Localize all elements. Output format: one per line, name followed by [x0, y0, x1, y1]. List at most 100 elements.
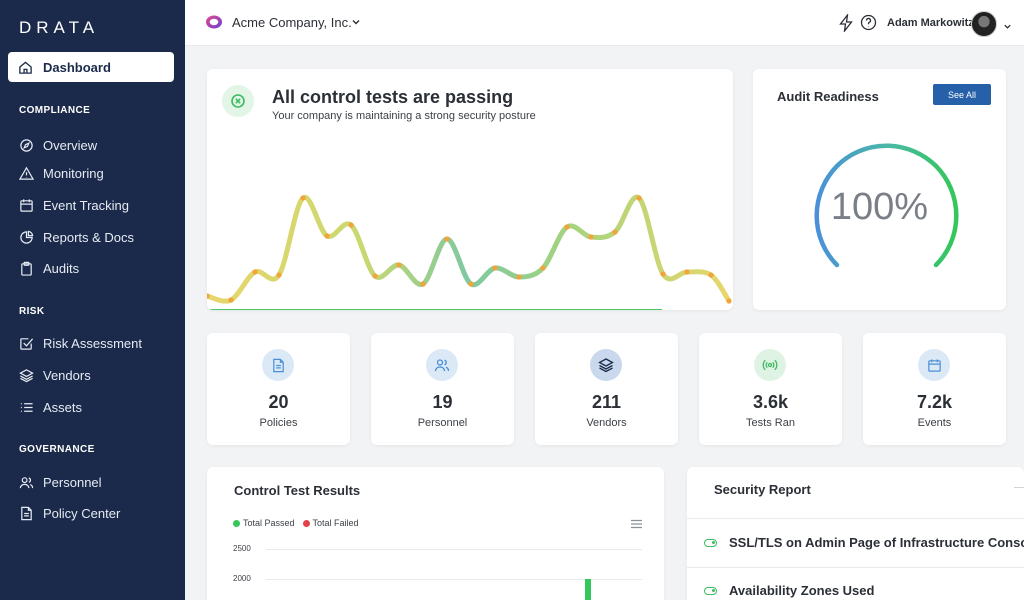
stat-card-personnel[interactable]: 19 Personnel	[371, 333, 514, 445]
trend-point	[540, 265, 546, 271]
gridline	[266, 549, 642, 550]
passed-dot	[233, 519, 240, 527]
stat-card-vendors[interactable]: 211 Vendors	[535, 333, 678, 445]
section-title-compliance: COMPLIANCE	[19, 105, 91, 116]
sidebar-item-label: Dashboard	[43, 59, 111, 75]
stat-card-events[interactable]: 7.2k Events	[863, 333, 1006, 445]
warning-icon	[18, 165, 34, 181]
sidebar-item-label: Policy Center	[43, 505, 121, 521]
sidebar-item-label: Vendors	[43, 367, 91, 383]
stat-label: Events	[917, 417, 952, 429]
security-row[interactable]: SSL/TLS on Admin Page of Infrastructure …	[704, 535, 1024, 550]
stat-value: 7.2k	[916, 392, 953, 412]
trend-point	[492, 265, 498, 271]
sidebar: DRATA Dashboard COMPLIANCE Overview Moni…	[0, 0, 185, 600]
security-row[interactable]: Availability Zones Used	[704, 583, 874, 598]
trend-point	[660, 271, 666, 277]
drata-logo[interactable]: DRATA	[19, 18, 100, 37]
calendar-icon	[18, 197, 34, 213]
sidebar-item-overview[interactable]: Overview	[18, 135, 97, 155]
hamburger-menu-icon[interactable]	[630, 516, 643, 534]
readiness-value: 100%	[830, 186, 929, 228]
sidebar-item-monitoring[interactable]: Monitoring	[18, 163, 104, 183]
list-icon	[18, 399, 34, 415]
sidebar-item-label: Audits	[43, 260, 80, 276]
checkbox-icon	[18, 335, 34, 351]
section-title-risk: RISK	[19, 306, 45, 317]
passed-bar[interactable]	[585, 579, 591, 600]
trend-point	[207, 293, 210, 299]
trend-point	[228, 297, 234, 303]
trend-point	[372, 273, 378, 279]
user-name[interactable]: Adam Markowitz	[887, 17, 974, 29]
chart-legend: Total Passed Total Failed	[233, 518, 367, 528]
trend-point	[396, 262, 402, 268]
sidebar-item-label: Assets	[43, 399, 83, 415]
stat-value: 19	[432, 392, 453, 412]
sidebar-item-audits[interactable]: Audits	[18, 258, 79, 278]
sidebar-item-label: Monitoring	[43, 165, 104, 181]
sidebar-item-label: Reports & Docs	[43, 229, 135, 245]
company-selector[interactable]: Acme Company, Inc.	[232, 15, 352, 30]
legend-item-passed[interactable]: Total Passed	[233, 518, 295, 528]
sidebar-item-label: Overview	[43, 137, 98, 153]
trend-point	[708, 272, 714, 278]
sidebar-item-label: Personnel	[43, 474, 102, 490]
stat-card-tests-ran[interactable]: 3.6k Tests Ran	[699, 333, 842, 445]
security-row-label: Availability Zones Used	[729, 583, 875, 598]
hero-subtitle: Your company is maintaining a strong sec…	[272, 110, 536, 122]
check-circle-icon	[231, 94, 245, 108]
sidebar-item-dashboard[interactable]: Dashboard	[8, 52, 174, 82]
trend-point	[468, 281, 474, 287]
trend-point	[420, 281, 426, 287]
stat-card-policies[interactable]: 20 Policies	[207, 333, 350, 445]
audit-title: Audit Readiness	[777, 89, 879, 104]
trend-point	[444, 236, 450, 242]
pie-chart-icon	[18, 229, 34, 245]
sidebar-item-assets[interactable]: Assets	[18, 397, 82, 417]
stat-label: Policies	[259, 417, 298, 429]
home-icon	[18, 60, 33, 75]
layers-icon	[590, 349, 622, 381]
status-badge	[222, 85, 254, 117]
chevron-down-icon[interactable]	[351, 14, 361, 32]
avatar[interactable]	[971, 11, 997, 37]
trend-point	[252, 269, 258, 275]
trend-point	[300, 195, 306, 201]
top-header: Acme Company, Inc. Adam Markowitz	[185, 0, 1024, 46]
trend-point	[684, 269, 690, 275]
sidebar-item-reports-docs[interactable]: Reports & Docs	[18, 227, 134, 247]
chevron-down-icon[interactable]	[1003, 18, 1012, 36]
trend-point	[276, 272, 282, 278]
document-icon	[262, 349, 294, 381]
stat-label: Personnel	[417, 417, 468, 429]
divider	[687, 567, 1024, 568]
help-icon[interactable]	[860, 14, 877, 36]
toggle-on-icon	[704, 538, 717, 547]
trend-point	[636, 195, 642, 201]
lightning-icon[interactable]	[838, 12, 854, 37]
see-all-button[interactable]: See All	[933, 84, 991, 105]
stat-value: 3.6k	[752, 392, 789, 412]
trend-point	[324, 233, 330, 239]
trend-point	[726, 298, 732, 304]
layers-icon	[18, 367, 34, 383]
trend-point	[516, 274, 522, 280]
control-test-results-card: Control Test Results Total Passed Total …	[207, 467, 664, 600]
trend-point	[348, 222, 354, 228]
trend-point	[564, 224, 570, 230]
y-tick-label: 2500	[233, 544, 251, 553]
trend-chart	[207, 194, 732, 310]
document-icon	[18, 505, 34, 521]
legend-item-failed[interactable]: Total Failed	[302, 518, 359, 528]
sidebar-item-vendors[interactable]: Vendors	[18, 365, 91, 385]
company-logo-icon	[205, 13, 223, 31]
security-row-label: SSL/TLS on Admin Page of Infrastructure …	[729, 535, 1024, 550]
failed-dot	[302, 519, 310, 527]
sidebar-item-policy-center[interactable]: Policy Center	[18, 503, 120, 523]
sidebar-item-risk-assessment[interactable]: Risk Assessment	[18, 333, 142, 353]
security-report-card: Security Report SSL/TLS on Admin Page of…	[687, 467, 1024, 600]
sidebar-item-event-tracking[interactable]: Event Tracking	[18, 195, 129, 215]
sidebar-item-personnel[interactable]: Personnel	[18, 472, 102, 492]
users-icon	[426, 349, 458, 381]
